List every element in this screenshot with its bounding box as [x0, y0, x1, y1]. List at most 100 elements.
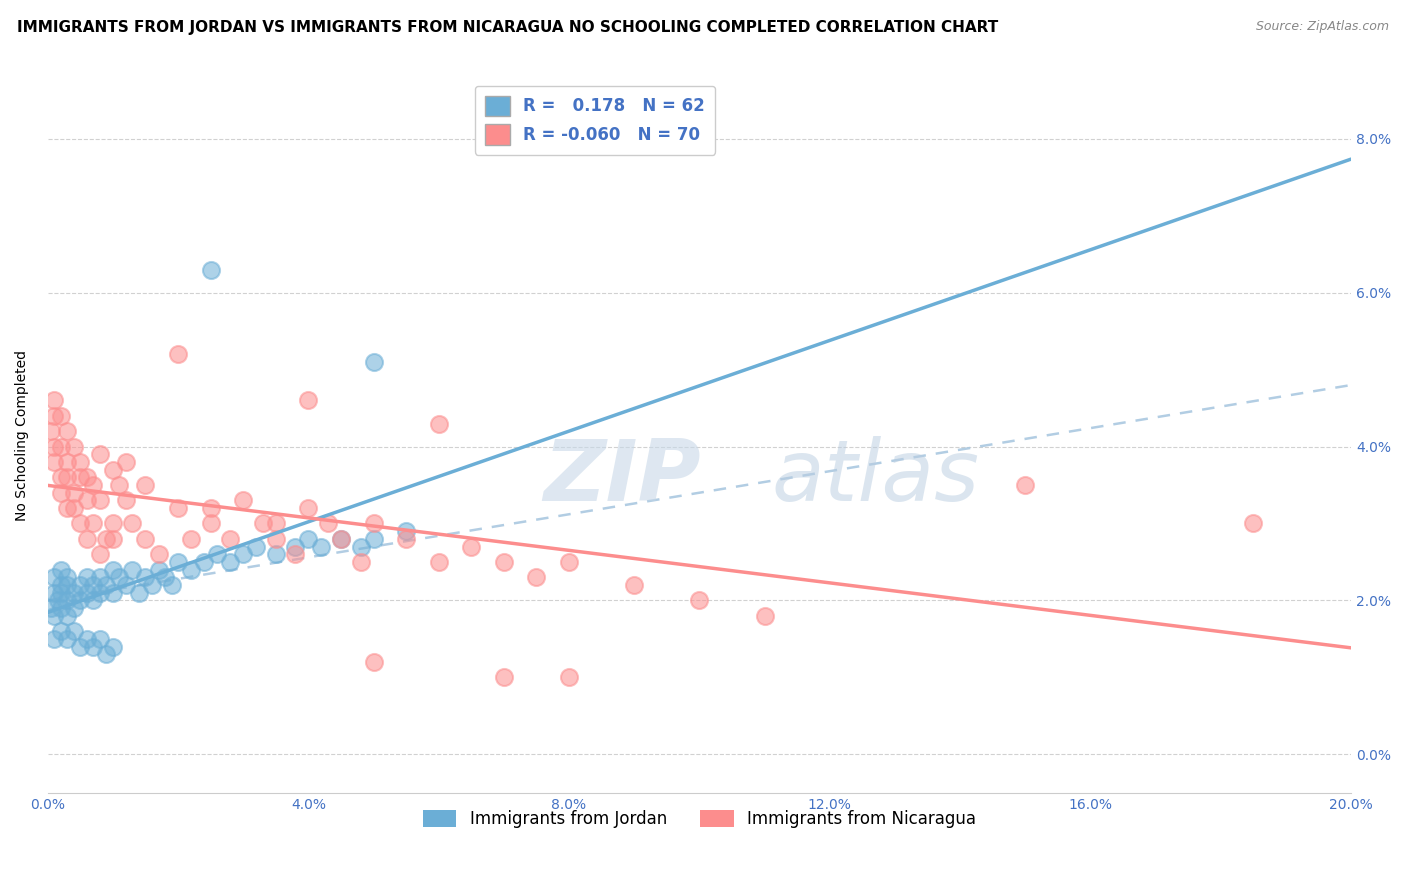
Text: ZIP: ZIP: [543, 436, 700, 519]
Point: [101, 585, 124, 599]
Point: [69, 455, 91, 469]
Point: [49, 624, 72, 639]
Point: [39, 601, 62, 615]
Point: [82, 593, 104, 607]
Point: [56, 578, 79, 592]
Point: [148, 563, 170, 577]
Point: [115, 455, 138, 469]
Point: [232, 493, 254, 508]
Point: [49, 563, 72, 577]
Point: [205, 547, 228, 561]
Point: [89, 585, 111, 599]
Point: [44, 585, 66, 599]
Point: [134, 570, 156, 584]
Point: [56, 632, 79, 646]
Point: [76, 632, 98, 646]
Point: [89, 447, 111, 461]
Point: [69, 640, 91, 654]
Point: [49, 578, 72, 592]
Point: [363, 355, 385, 369]
Point: [284, 540, 307, 554]
Point: [44, 409, 66, 423]
Point: [148, 547, 170, 561]
Legend: Immigrants from Jordan, Immigrants from Nicaragua: Immigrants from Jordan, Immigrants from …: [416, 803, 983, 834]
Point: [232, 547, 254, 561]
Point: [115, 493, 138, 508]
Point: [264, 516, 287, 531]
Point: [49, 470, 72, 484]
Point: [49, 485, 72, 500]
Point: [56, 470, 79, 484]
Point: [101, 516, 124, 531]
Point: [349, 540, 371, 554]
Point: [44, 393, 66, 408]
Point: [219, 555, 242, 569]
Point: [56, 424, 79, 438]
Point: [46, 593, 69, 607]
Point: [96, 532, 118, 546]
Point: [193, 555, 215, 569]
Point: [330, 532, 353, 546]
Point: [264, 532, 287, 546]
Point: [311, 540, 333, 554]
Point: [56, 455, 79, 469]
Point: [76, 532, 98, 546]
Point: [200, 501, 222, 516]
Point: [167, 555, 190, 569]
Point: [180, 563, 202, 577]
Point: [44, 570, 66, 584]
Point: [63, 501, 86, 516]
Point: [395, 524, 418, 538]
Point: [89, 493, 111, 508]
Point: [108, 478, 131, 492]
Point: [96, 647, 118, 661]
Point: [460, 540, 482, 554]
Point: [558, 555, 581, 569]
Y-axis label: No Schooling Completed: No Schooling Completed: [15, 350, 30, 521]
Point: [76, 470, 98, 484]
Point: [395, 532, 418, 546]
Point: [252, 516, 274, 531]
Point: [76, 585, 98, 599]
Point: [1014, 478, 1036, 492]
Point: [245, 540, 267, 554]
Point: [492, 555, 515, 569]
Point: [82, 516, 104, 531]
Point: [96, 578, 118, 592]
Point: [349, 555, 371, 569]
Point: [56, 570, 79, 584]
Point: [56, 501, 79, 516]
Point: [363, 532, 385, 546]
Point: [115, 578, 138, 592]
Point: [492, 670, 515, 684]
Point: [316, 516, 339, 531]
Point: [101, 532, 124, 546]
Point: [76, 570, 98, 584]
Point: [44, 632, 66, 646]
Point: [63, 585, 86, 599]
Text: Source: ZipAtlas.com: Source: ZipAtlas.com: [1256, 20, 1389, 33]
Point: [69, 578, 91, 592]
Point: [44, 440, 66, 454]
Point: [297, 501, 319, 516]
Point: [82, 478, 104, 492]
Point: [134, 532, 156, 546]
Point: [688, 593, 710, 607]
Point: [63, 440, 86, 454]
Point: [754, 608, 776, 623]
Point: [108, 570, 131, 584]
Point: [89, 547, 111, 561]
Point: [623, 578, 645, 592]
Point: [167, 347, 190, 361]
Point: [526, 570, 548, 584]
Point: [180, 532, 202, 546]
Point: [76, 493, 98, 508]
Text: atlas: atlas: [770, 436, 979, 519]
Point: [101, 640, 124, 654]
Point: [101, 563, 124, 577]
Point: [44, 455, 66, 469]
Point: [297, 393, 319, 408]
Point: [89, 632, 111, 646]
Point: [141, 578, 163, 592]
Point: [297, 532, 319, 546]
